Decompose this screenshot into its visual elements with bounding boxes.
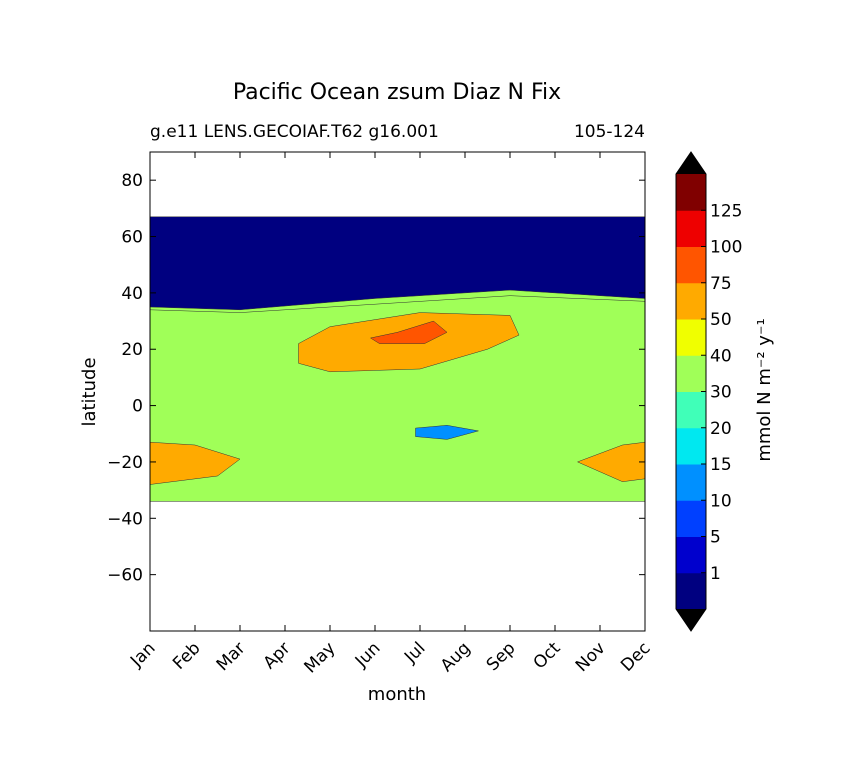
x-tick-label: Nov — [572, 638, 610, 676]
contour-region-6 — [576, 441, 645, 482]
colorbar-swatch — [676, 427, 706, 465]
x-tick-label: May — [301, 638, 340, 677]
x-tick-label: Sep — [483, 638, 520, 675]
plot-frame — [149, 151, 646, 632]
colorbar-tick-label: 10 — [710, 491, 732, 511]
colorbar-swatch — [676, 464, 706, 501]
colorbar-tick-label: 75 — [710, 274, 732, 294]
contour-region-4 — [369, 320, 448, 344]
colorbar-label: mmol N m⁻² y⁻¹ — [754, 318, 775, 461]
colorbar-swatch — [676, 210, 706, 247]
colorbar-swatch — [676, 246, 706, 284]
y-tick-label: 60 — [121, 228, 143, 248]
colorbar-swatch — [676, 355, 706, 392]
chart-title: Pacific Ocean zsum Diaz N Fix — [233, 80, 561, 105]
contour-region-2 — [150, 295, 645, 502]
y-tick-label: −60 — [107, 566, 143, 586]
x-tick-label: Jan — [126, 638, 159, 671]
colorbar-extend-max — [676, 152, 706, 174]
y-tick-label: −40 — [107, 509, 143, 529]
colorbar-tick-label: 100 — [710, 238, 742, 258]
y-tick-label: 80 — [121, 171, 143, 191]
colorbar-swatch — [676, 500, 706, 537]
heatmap-fill — [150, 216, 645, 502]
contour-region-1 — [150, 216, 645, 311]
colorbar-swatch — [676, 572, 706, 610]
colorbar-tick-label: 15 — [710, 455, 732, 475]
y-axis: 80 60 40 20 0 −20 −40 −60 — [107, 171, 645, 586]
colorbar-outline — [675, 151, 707, 632]
contour-region-5 — [150, 441, 241, 485]
colorbar-swatch — [676, 536, 706, 574]
colorbar-tick-label: 40 — [710, 346, 732, 366]
y-tick-label: 40 — [121, 284, 143, 304]
colorbar-swatch — [676, 319, 706, 356]
colorbar-tick-label: 125 — [710, 201, 742, 221]
colorbar-extend-min — [676, 609, 706, 631]
y-tick-label: 20 — [121, 340, 143, 360]
y-tick-label: −20 — [107, 453, 143, 473]
y-axis-label: latitude — [79, 357, 100, 426]
chart-subtitle-left: g.e11 LENS.GECOIAF.T62 g16.001 — [150, 122, 439, 142]
x-tick-label: Feb — [169, 638, 204, 673]
contour-region-7 — [415, 425, 479, 440]
chart-subtitle-right: 105-124 — [574, 122, 645, 142]
colorbar-tick-label: 30 — [710, 383, 732, 403]
x-tick-label: Dec — [617, 638, 654, 675]
y-tick-label: 0 — [132, 397, 143, 417]
colorbar-swatch — [676, 174, 706, 211]
colorbar-tick-label: 1 — [710, 564, 721, 584]
x-tick-label: Mar — [213, 638, 250, 675]
x-tick-label: Jul — [400, 638, 429, 667]
x-tick-label: Jun — [351, 638, 385, 672]
x-axis-label: month — [368, 684, 426, 705]
x-tick-label: Apr — [260, 638, 295, 673]
colorbar-tick-label: 50 — [710, 310, 732, 330]
colorbar-swatch — [676, 282, 706, 320]
colorbar-tick-label: 20 — [710, 419, 732, 439]
x-tick-label: Aug — [437, 638, 475, 676]
x-tick-label: Oct — [530, 638, 565, 673]
colorbar-swatch — [676, 391, 706, 429]
colorbar-tick-label: 5 — [710, 528, 721, 548]
